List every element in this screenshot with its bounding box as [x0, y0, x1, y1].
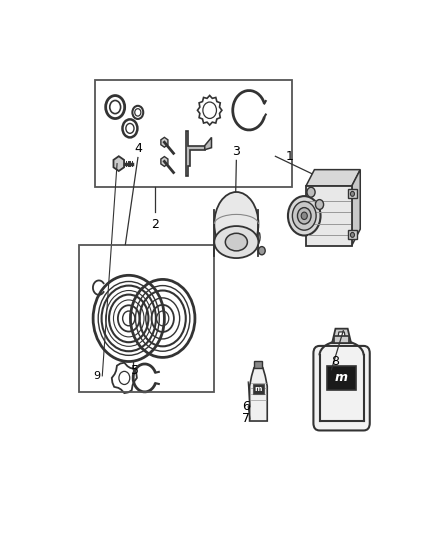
Text: 2: 2 — [151, 218, 159, 231]
Polygon shape — [250, 368, 267, 421]
Bar — [327, 366, 356, 390]
Circle shape — [350, 191, 354, 196]
Text: 1: 1 — [286, 150, 293, 163]
Polygon shape — [113, 156, 124, 171]
Ellipse shape — [225, 233, 247, 251]
Bar — [253, 384, 264, 394]
Ellipse shape — [214, 226, 258, 258]
Bar — [306, 186, 352, 246]
Polygon shape — [161, 157, 168, 166]
Circle shape — [301, 212, 307, 220]
Polygon shape — [306, 169, 360, 186]
Circle shape — [307, 187, 315, 197]
Polygon shape — [161, 138, 168, 147]
Bar — [348, 230, 357, 239]
Polygon shape — [186, 131, 205, 176]
Circle shape — [315, 199, 324, 209]
Circle shape — [258, 247, 265, 255]
Text: 6: 6 — [242, 400, 250, 413]
Polygon shape — [332, 329, 351, 343]
Text: 3: 3 — [233, 146, 240, 158]
Text: 8: 8 — [331, 354, 339, 368]
Circle shape — [297, 207, 311, 224]
Text: 5: 5 — [131, 364, 138, 377]
Text: m: m — [255, 386, 262, 392]
Ellipse shape — [214, 192, 258, 256]
Polygon shape — [205, 138, 212, 150]
Text: 4: 4 — [134, 142, 142, 156]
Polygon shape — [352, 169, 360, 246]
FancyBboxPatch shape — [314, 346, 370, 431]
Bar — [254, 361, 262, 368]
Circle shape — [293, 201, 316, 230]
Bar — [78, 245, 214, 392]
Text: 7: 7 — [242, 413, 250, 425]
Text: 9: 9 — [93, 371, 101, 381]
Bar — [95, 80, 292, 187]
Text: m: m — [335, 372, 348, 384]
Circle shape — [350, 232, 354, 237]
Polygon shape — [338, 332, 346, 341]
Bar — [334, 336, 349, 343]
Bar — [348, 189, 357, 198]
Circle shape — [288, 196, 321, 236]
